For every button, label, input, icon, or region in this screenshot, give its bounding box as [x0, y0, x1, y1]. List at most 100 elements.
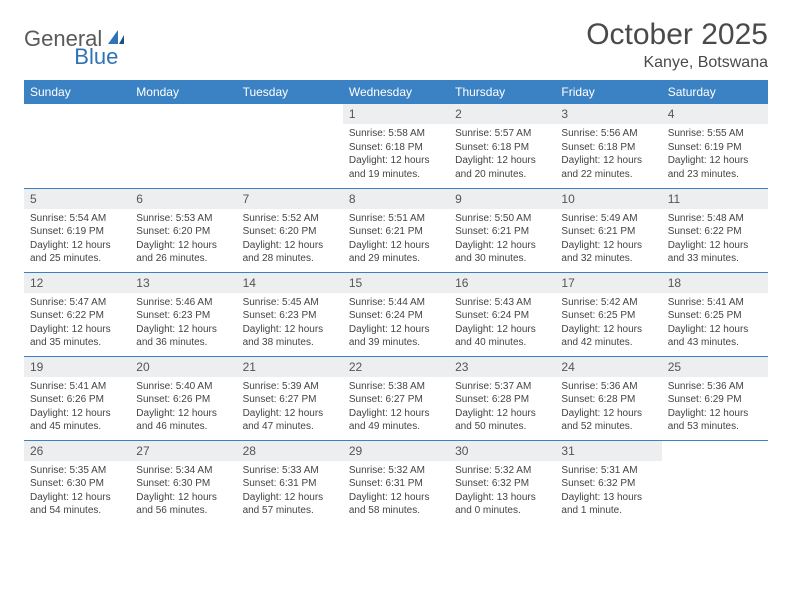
day-info: Sunrise: 5:52 AMSunset: 6:20 PMDaylight:…	[237, 209, 343, 270]
day-number: 5	[24, 189, 130, 209]
day-number: 15	[343, 273, 449, 293]
calendar-day-cell: 10Sunrise: 5:49 AMSunset: 6:21 PMDayligh…	[555, 188, 661, 272]
sunset-text: Sunset: 6:18 PM	[455, 141, 549, 155]
day-info: Sunrise: 5:43 AMSunset: 6:24 PMDaylight:…	[449, 293, 555, 354]
day-info: Sunrise: 5:32 AMSunset: 6:32 PMDaylight:…	[449, 461, 555, 522]
day-info: Sunrise: 5:47 AMSunset: 6:22 PMDaylight:…	[24, 293, 130, 354]
day-header: Wednesday	[343, 80, 449, 104]
sunset-text: Sunset: 6:25 PM	[668, 309, 762, 323]
calendar-day-cell: 24Sunrise: 5:36 AMSunset: 6:28 PMDayligh…	[555, 356, 661, 440]
daylight-text: Daylight: 12 hours and 40 minutes.	[455, 323, 549, 350]
day-number: 17	[555, 273, 661, 293]
calendar-day-cell: 17Sunrise: 5:42 AMSunset: 6:25 PMDayligh…	[555, 272, 661, 356]
sunset-text: Sunset: 6:23 PM	[243, 309, 337, 323]
day-number: 31	[555, 441, 661, 461]
calendar-day-cell	[24, 104, 130, 188]
calendar-week-row: 19Sunrise: 5:41 AMSunset: 6:26 PMDayligh…	[24, 356, 768, 440]
sunrise-text: Sunrise: 5:37 AM	[455, 380, 549, 394]
day-info: Sunrise: 5:57 AMSunset: 6:18 PMDaylight:…	[449, 124, 555, 185]
sunrise-text: Sunrise: 5:38 AM	[349, 380, 443, 394]
daylight-text: Daylight: 12 hours and 29 minutes.	[349, 239, 443, 266]
sunrise-text: Sunrise: 5:58 AM	[349, 127, 443, 141]
day-info: Sunrise: 5:32 AMSunset: 6:31 PMDaylight:…	[343, 461, 449, 522]
calendar-day-cell: 5Sunrise: 5:54 AMSunset: 6:19 PMDaylight…	[24, 188, 130, 272]
day-number: 13	[130, 273, 236, 293]
day-number: 23	[449, 357, 555, 377]
sunrise-text: Sunrise: 5:56 AM	[561, 127, 655, 141]
day-number: 14	[237, 273, 343, 293]
day-number: 12	[24, 273, 130, 293]
sunrise-text: Sunrise: 5:32 AM	[455, 464, 549, 478]
sunset-text: Sunset: 6:28 PM	[561, 393, 655, 407]
day-number: 3	[555, 104, 661, 124]
day-number: 19	[24, 357, 130, 377]
calendar-day-cell: 8Sunrise: 5:51 AMSunset: 6:21 PMDaylight…	[343, 188, 449, 272]
logo-text-blue: Blue	[74, 44, 118, 70]
day-info: Sunrise: 5:36 AMSunset: 6:28 PMDaylight:…	[555, 377, 661, 438]
day-info: Sunrise: 5:36 AMSunset: 6:29 PMDaylight:…	[662, 377, 768, 438]
calendar-day-cell: 16Sunrise: 5:43 AMSunset: 6:24 PMDayligh…	[449, 272, 555, 356]
day-info: Sunrise: 5:41 AMSunset: 6:26 PMDaylight:…	[24, 377, 130, 438]
day-number: 28	[237, 441, 343, 461]
daylight-text: Daylight: 12 hours and 20 minutes.	[455, 154, 549, 181]
day-header-row: Sunday Monday Tuesday Wednesday Thursday…	[24, 80, 768, 104]
day-info: Sunrise: 5:50 AMSunset: 6:21 PMDaylight:…	[449, 209, 555, 270]
calendar-day-cell: 29Sunrise: 5:32 AMSunset: 6:31 PMDayligh…	[343, 440, 449, 524]
sunrise-text: Sunrise: 5:33 AM	[243, 464, 337, 478]
sunrise-text: Sunrise: 5:50 AM	[455, 212, 549, 226]
day-number: 27	[130, 441, 236, 461]
day-number: 1	[343, 104, 449, 124]
sunrise-text: Sunrise: 5:54 AM	[30, 212, 124, 226]
day-number: 18	[662, 273, 768, 293]
sunrise-text: Sunrise: 5:44 AM	[349, 296, 443, 310]
sunrise-text: Sunrise: 5:52 AM	[243, 212, 337, 226]
day-info: Sunrise: 5:53 AMSunset: 6:20 PMDaylight:…	[130, 209, 236, 270]
sunrise-text: Sunrise: 5:31 AM	[561, 464, 655, 478]
daylight-text: Daylight: 12 hours and 58 minutes.	[349, 491, 443, 518]
calendar-day-cell: 22Sunrise: 5:38 AMSunset: 6:27 PMDayligh…	[343, 356, 449, 440]
sunrise-text: Sunrise: 5:55 AM	[668, 127, 762, 141]
sunset-text: Sunset: 6:20 PM	[136, 225, 230, 239]
daylight-text: Daylight: 12 hours and 45 minutes.	[30, 407, 124, 434]
day-info: Sunrise: 5:37 AMSunset: 6:28 PMDaylight:…	[449, 377, 555, 438]
daylight-text: Daylight: 12 hours and 38 minutes.	[243, 323, 337, 350]
sunset-text: Sunset: 6:32 PM	[561, 477, 655, 491]
location: Kanye, Botswana	[586, 54, 768, 72]
calendar-day-cell: 26Sunrise: 5:35 AMSunset: 6:30 PMDayligh…	[24, 440, 130, 524]
day-number: 22	[343, 357, 449, 377]
day-info: Sunrise: 5:44 AMSunset: 6:24 PMDaylight:…	[343, 293, 449, 354]
calendar-day-cell: 14Sunrise: 5:45 AMSunset: 6:23 PMDayligh…	[237, 272, 343, 356]
sunrise-text: Sunrise: 5:48 AM	[668, 212, 762, 226]
calendar-week-row: 1Sunrise: 5:58 AMSunset: 6:18 PMDaylight…	[24, 104, 768, 188]
calendar-day-cell: 19Sunrise: 5:41 AMSunset: 6:26 PMDayligh…	[24, 356, 130, 440]
sunset-text: Sunset: 6:18 PM	[349, 141, 443, 155]
calendar-day-cell: 18Sunrise: 5:41 AMSunset: 6:25 PMDayligh…	[662, 272, 768, 356]
sunset-text: Sunset: 6:24 PM	[349, 309, 443, 323]
sunrise-text: Sunrise: 5:41 AM	[30, 380, 124, 394]
day-header: Saturday	[662, 80, 768, 104]
sunrise-text: Sunrise: 5:47 AM	[30, 296, 124, 310]
day-number: 10	[555, 189, 661, 209]
day-number: 16	[449, 273, 555, 293]
day-info: Sunrise: 5:34 AMSunset: 6:30 PMDaylight:…	[130, 461, 236, 522]
sunset-text: Sunset: 6:21 PM	[349, 225, 443, 239]
sunrise-text: Sunrise: 5:40 AM	[136, 380, 230, 394]
daylight-text: Daylight: 12 hours and 53 minutes.	[668, 407, 762, 434]
sunset-text: Sunset: 6:30 PM	[136, 477, 230, 491]
calendar-week-row: 12Sunrise: 5:47 AMSunset: 6:22 PMDayligh…	[24, 272, 768, 356]
sunset-text: Sunset: 6:31 PM	[243, 477, 337, 491]
calendar-day-cell: 13Sunrise: 5:46 AMSunset: 6:23 PMDayligh…	[130, 272, 236, 356]
month-title: October 2025	[586, 18, 768, 52]
day-header: Sunday	[24, 80, 130, 104]
sunset-text: Sunset: 6:27 PM	[243, 393, 337, 407]
day-info: Sunrise: 5:49 AMSunset: 6:21 PMDaylight:…	[555, 209, 661, 270]
calendar-day-cell: 9Sunrise: 5:50 AMSunset: 6:21 PMDaylight…	[449, 188, 555, 272]
daylight-text: Daylight: 12 hours and 36 minutes.	[136, 323, 230, 350]
sunset-text: Sunset: 6:20 PM	[243, 225, 337, 239]
day-info: Sunrise: 5:40 AMSunset: 6:26 PMDaylight:…	[130, 377, 236, 438]
sunset-text: Sunset: 6:19 PM	[668, 141, 762, 155]
sunset-text: Sunset: 6:22 PM	[30, 309, 124, 323]
daylight-text: Daylight: 12 hours and 32 minutes.	[561, 239, 655, 266]
sunrise-text: Sunrise: 5:36 AM	[668, 380, 762, 394]
day-number: 24	[555, 357, 661, 377]
